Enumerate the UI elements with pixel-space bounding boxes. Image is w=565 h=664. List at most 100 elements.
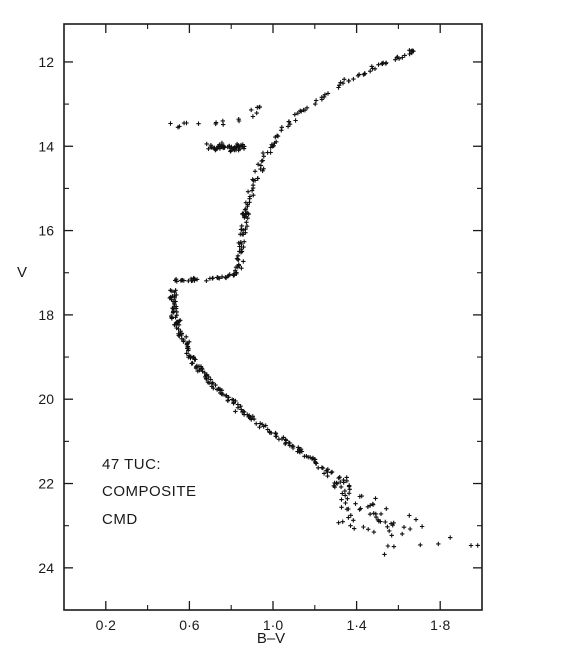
star-point — [226, 395, 231, 400]
star-point — [475, 543, 480, 548]
star-point — [192, 276, 197, 281]
star-point — [184, 120, 189, 126]
star-point — [389, 533, 394, 538]
star-point — [238, 227, 244, 232]
star-point — [340, 81, 346, 86]
star-point — [338, 484, 344, 490]
star-point — [348, 523, 353, 528]
star-point — [419, 524, 425, 529]
star-point — [368, 503, 373, 508]
star-point — [325, 473, 330, 479]
star-point — [407, 526, 413, 532]
star-point — [359, 493, 364, 499]
star-point — [169, 288, 174, 294]
star-point — [238, 404, 243, 409]
star-point — [184, 334, 189, 339]
y-tick-label: 12 — [38, 54, 54, 70]
star-point — [171, 306, 176, 312]
star-point — [353, 501, 358, 506]
x-axis-title: B–V — [257, 630, 285, 647]
star-point — [193, 366, 199, 371]
star-point — [255, 162, 261, 167]
star-point — [169, 297, 174, 302]
star-point — [188, 354, 193, 359]
axes-layer: 0·2 0·6 1·0 1·4 1·8 12 14 16 18 20 22 24 — [38, 24, 482, 633]
star-point — [235, 405, 241, 410]
star-point — [169, 315, 174, 320]
star-point — [241, 146, 247, 151]
star-point — [346, 78, 352, 84]
data-points-layer — [167, 48, 480, 557]
star-point — [252, 169, 258, 174]
star-point — [324, 468, 329, 473]
x-tick-label: 0·2 — [96, 617, 116, 633]
star-point — [293, 118, 298, 123]
star-point — [223, 275, 228, 280]
star-point — [468, 543, 474, 548]
star-point — [369, 64, 374, 69]
star-point — [358, 506, 363, 511]
star-point — [181, 339, 186, 344]
star-point — [342, 488, 348, 494]
star-point — [194, 277, 200, 282]
star-point — [223, 393, 229, 399]
star-point — [379, 61, 385, 66]
star-point — [279, 125, 284, 130]
star-point — [227, 272, 232, 277]
star-point — [225, 398, 230, 403]
star-point — [371, 529, 377, 535]
star-point — [373, 496, 378, 501]
star-point — [336, 520, 341, 525]
star-point — [436, 541, 441, 547]
star-point — [286, 119, 291, 124]
star-point — [249, 188, 255, 193]
star-point — [245, 189, 251, 194]
star-point — [255, 176, 260, 181]
star-point — [174, 313, 179, 318]
star-point — [241, 244, 246, 250]
star-point — [231, 271, 237, 276]
star-point — [313, 98, 319, 103]
star-point — [235, 265, 240, 270]
star-point — [204, 141, 209, 147]
star-point — [239, 249, 245, 254]
star-point — [225, 144, 230, 150]
star-point — [236, 118, 242, 124]
y-tick-label: 22 — [38, 476, 54, 492]
star-point — [378, 511, 384, 517]
star-point — [340, 491, 345, 496]
star-point — [365, 504, 371, 509]
star-point — [249, 107, 254, 113]
star-point — [368, 69, 373, 74]
star-point — [385, 524, 390, 529]
star-point — [243, 227, 248, 232]
star-point — [295, 111, 300, 116]
star-point — [206, 146, 211, 151]
star-point — [268, 145, 273, 150]
star-point — [209, 384, 214, 389]
star-point — [196, 364, 202, 369]
star-point — [242, 207, 248, 212]
star-point — [385, 543, 391, 549]
star-point — [347, 487, 352, 492]
star-point — [306, 455, 311, 460]
star-point — [339, 497, 344, 502]
star-point — [302, 454, 307, 459]
star-point — [208, 377, 213, 382]
star-point — [352, 526, 357, 531]
star-point — [400, 531, 405, 537]
star-point — [332, 484, 337, 490]
star-point — [168, 121, 173, 126]
star-point — [271, 143, 276, 148]
y-tick-label: 16 — [38, 223, 54, 239]
star-point — [343, 493, 348, 498]
star-point — [355, 73, 361, 78]
star-point — [319, 97, 325, 102]
star-point — [260, 150, 266, 156]
star-point — [334, 481, 340, 486]
star-point — [178, 318, 183, 323]
star-point — [202, 370, 207, 375]
star-point — [329, 469, 335, 475]
star-point — [171, 299, 177, 304]
x-tick-label: 1·0 — [263, 617, 283, 633]
